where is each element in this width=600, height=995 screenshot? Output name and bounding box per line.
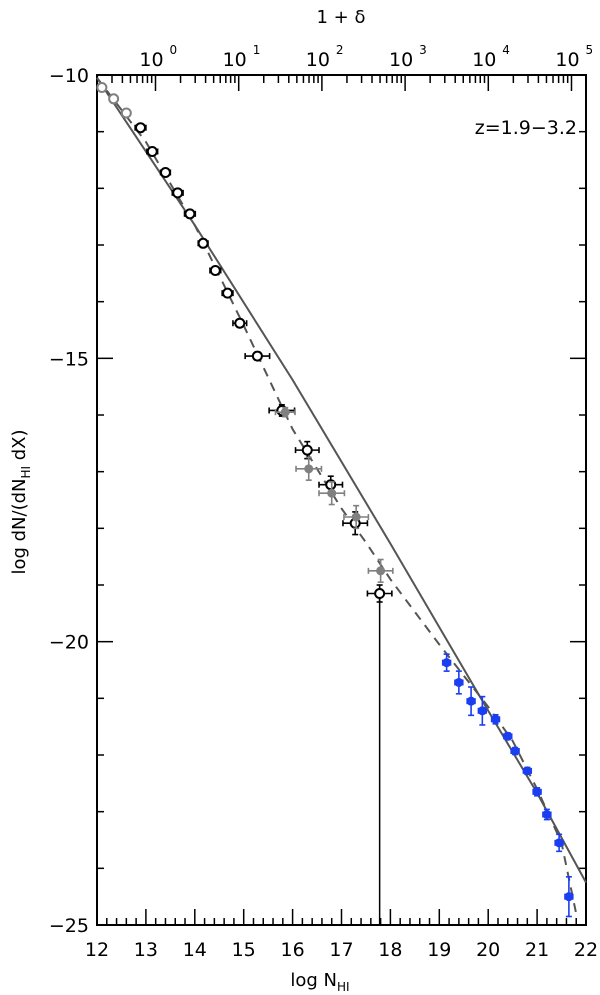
data-point-filled [477, 706, 487, 716]
data-point-filled [510, 746, 520, 756]
data-point-open [209, 265, 221, 276]
data-point-open [184, 208, 196, 220]
data-point-open [96, 81, 108, 93]
top-tick-exponent: 5 [586, 43, 594, 57]
y-tick-label: −20 [49, 632, 89, 654]
x-tick-label: 21 [525, 939, 549, 961]
top-axis-title: 1 + δ [317, 7, 366, 28]
data-point-filled [304, 464, 314, 474]
top-tick-label: 10 [472, 49, 496, 71]
x-axis-title: log NHI [290, 970, 349, 994]
x-tick-label: 15 [232, 939, 256, 961]
plot-border [96, 74, 587, 926]
top-tick-exponent: 0 [170, 43, 178, 57]
data-point-filled [280, 407, 290, 417]
data-point-filled [503, 731, 513, 741]
data-point-filled [491, 714, 501, 724]
data-point-filled [554, 838, 564, 848]
data-point-open [301, 444, 313, 456]
top-tick-exponent: 4 [502, 43, 510, 57]
y-axis-title: log dN/(dNHI dX) [9, 429, 33, 574]
redshift-annotation: z=1.9−3.2 [475, 117, 577, 139]
data-point-open [374, 588, 386, 599]
data-points [96, 81, 574, 918]
model-curves [96, 77, 587, 925]
data-point-open [251, 350, 263, 362]
top-tick-exponent: 1 [253, 43, 261, 57]
solid-fit-curve [96, 77, 587, 883]
x-tick-label: 22 [574, 939, 598, 961]
data-point-filled [376, 566, 386, 576]
data-point-filled [532, 787, 542, 797]
top-tick-label: 10 [223, 49, 247, 71]
data-point-open [146, 146, 158, 157]
top-tick-label: 10 [306, 49, 330, 71]
data-point-open [222, 287, 234, 299]
y-tick-label: −25 [49, 915, 89, 937]
plot-frame [96, 74, 587, 926]
data-point-open [159, 166, 171, 178]
top-tick-label: 10 [389, 49, 413, 71]
top-tick-label: 10 [139, 49, 163, 71]
x-tick-label: 17 [329, 939, 353, 961]
data-point-filled [442, 658, 452, 668]
data-point-open [197, 237, 209, 249]
data-point-filled [454, 677, 464, 687]
top-tick-exponent: 3 [419, 43, 427, 57]
data-point-filled [327, 488, 337, 498]
x-tick-label: 12 [85, 939, 109, 961]
data-point-filled [522, 766, 532, 776]
data-point-open [120, 107, 132, 119]
data-point-filled [564, 892, 574, 902]
dashed-model-curve [96, 77, 578, 914]
data-point-filled [542, 810, 552, 819]
data-point-filled [351, 512, 361, 522]
x-tick-label: 14 [183, 939, 207, 961]
x-tick-label: 18 [378, 939, 402, 961]
data-point-open [135, 122, 147, 134]
data-point-open [108, 93, 120, 105]
top-tick-label: 10 [555, 49, 579, 71]
x-tick-label: 19 [427, 939, 451, 961]
x-tick-label: 13 [134, 939, 158, 961]
axis-ticks [96, 74, 587, 926]
x-tick-label: 20 [476, 939, 500, 961]
data-point-open [172, 187, 184, 199]
x-tick-label: 16 [281, 939, 305, 961]
y-tick-label: −10 [49, 65, 89, 87]
data-point-filled [466, 696, 476, 706]
data-point-open [234, 317, 246, 329]
top-tick-exponent: 2 [336, 43, 344, 57]
y-tick-label: −15 [49, 348, 89, 370]
